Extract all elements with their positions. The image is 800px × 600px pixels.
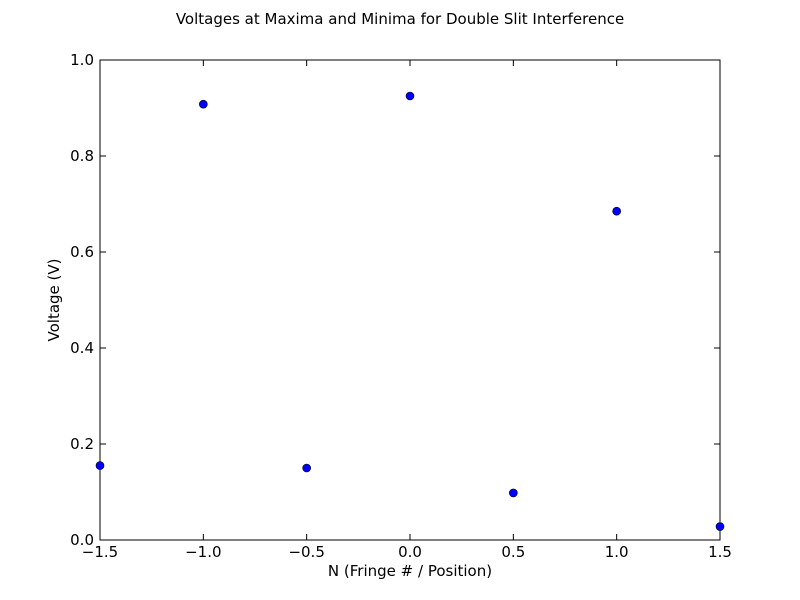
data-point [612,206,621,216]
x-tick-label: 1.0 [605,543,629,561]
y-tick-label: 0.8 [70,147,94,165]
x-tick-label: −1.0 [185,543,221,561]
y-tick-label: 0.0 [70,531,94,549]
x-tick-label: 0.5 [501,543,525,561]
x-tick-label: −1.5 [82,543,118,561]
data-point [95,461,105,470]
data-point [715,522,725,531]
y-tick-label: 0.4 [70,339,94,357]
y-tick-label: 1.0 [70,51,94,69]
axis-ticks: −1.5 −1.0 −0.5 0.0 0.5 1.0 1.5 0.0 0.2 0.4 0.6 0.8 1… [70,51,732,561]
x-tick-label: 1.5 [708,543,732,561]
data-point [509,488,518,498]
data-points [95,91,725,531]
y-axis-label: Voltage (V) [45,259,63,342]
y-tick-label: 0.6 [70,243,94,261]
y-tick-label: 0.2 [70,435,94,453]
x-axis-label: N (Fringe # / Position) [328,562,492,580]
plot-frame [99,59,721,541]
data-point [405,91,415,101]
x-tick-label: 0.0 [398,543,422,561]
data-point [302,463,311,473]
x-tick-label: −0.5 [288,543,324,561]
data-point [199,99,208,109]
chart-title: Voltages at Maxima and Minima for Double… [176,10,624,28]
